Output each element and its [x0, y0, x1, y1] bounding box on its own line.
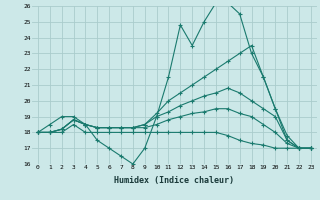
X-axis label: Humidex (Indice chaleur): Humidex (Indice chaleur) [115, 176, 234, 185]
